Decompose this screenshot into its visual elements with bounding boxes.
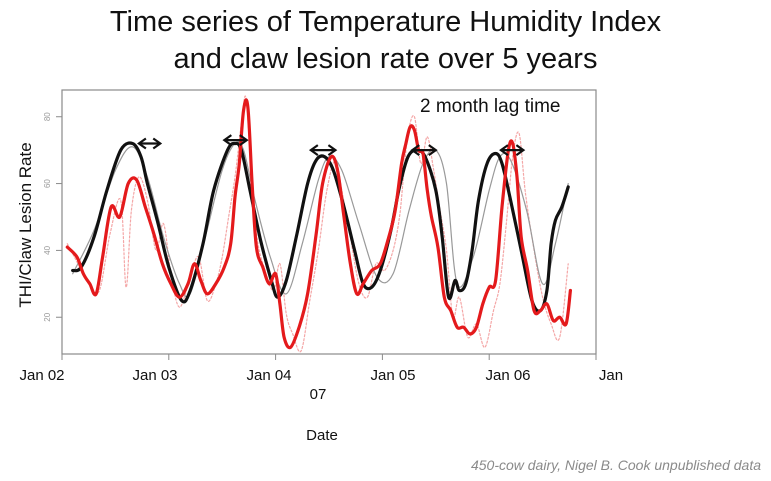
lag-time-annotation: 2 month lag time (420, 96, 561, 117)
x-tick-label-extra: 07 (309, 386, 327, 403)
claw-lesion-smoothed-line (65, 98, 572, 350)
x-tick-label: Jan 06 (485, 367, 531, 384)
source-credit: 450-cow dairy, Nigel B. Cook unpublished… (470, 457, 761, 473)
lag-arrow (222, 134, 249, 147)
y-tick-label: 20 (43, 312, 52, 321)
title-line-2: and claw lesion rate over 5 years (173, 43, 598, 75)
lag-arrow (410, 144, 438, 157)
x-tick-label: Jan (598, 367, 624, 384)
lag-arrow (137, 137, 163, 150)
x-axis-label: Date (306, 427, 338, 444)
x-tick-label: Jan 05 (370, 367, 416, 384)
y-tick-label: 80 (43, 112, 52, 121)
thi-raw-line (72, 141, 569, 298)
chart-title: Time series of Temperature Humidity Inde… (0, 4, 771, 78)
title-line-1: Time series of Temperature Humidity Inde… (109, 6, 662, 38)
y-tick-label: 40 (43, 245, 52, 254)
x-tick-label: Jan 04 (246, 367, 292, 384)
y-tick-label: 60 (43, 179, 52, 188)
x-tick-label: Jan 02 (19, 367, 65, 384)
thi-smoothed-line (71, 141, 570, 313)
claw-lesion-raw-line (66, 95, 569, 353)
lag-arrow (308, 144, 338, 157)
x-tick-label: Jan 03 (132, 367, 178, 384)
lag-arrow (499, 144, 526, 157)
